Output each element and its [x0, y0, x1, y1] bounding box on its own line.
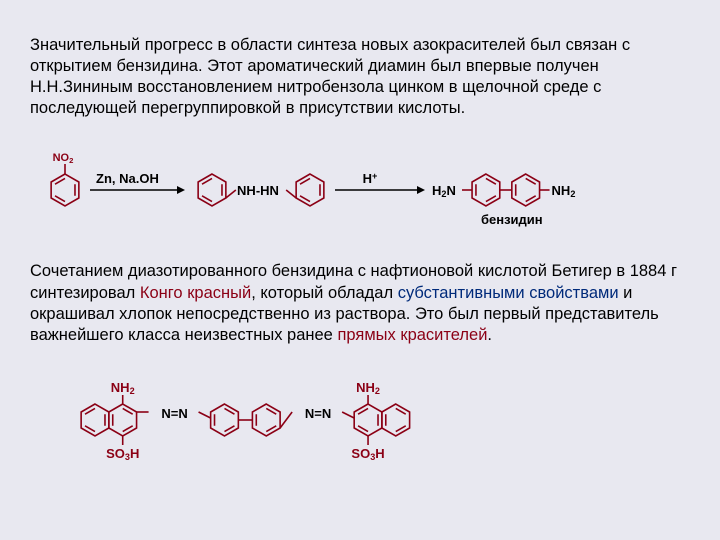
paragraph-2: Сочетанием диазотированного бензидина с …	[30, 261, 690, 345]
svg-text:NH2: NH2	[111, 380, 135, 396]
svg-text:H2N: H2N	[432, 183, 456, 199]
structure-congo-red: NH2 SO3H N=N N=N NH2 SO3H	[30, 358, 650, 483]
svg-text:SO3H: SO3H	[351, 446, 384, 462]
svg-text:NH2: NH2	[356, 380, 380, 396]
svg-text:NH2: NH2	[552, 183, 576, 199]
text: , который обладал	[251, 284, 397, 302]
term-substantive: субстантивными свойствами	[398, 284, 619, 302]
paragraph-1: Значительный прогресс в области синтеза …	[30, 35, 690, 119]
svg-text:NH-HN: NH-HN	[237, 183, 279, 198]
text: .	[487, 326, 492, 344]
svg-text:H+: H+	[363, 171, 378, 186]
svg-text:бензидин: бензидин	[481, 212, 543, 227]
term-kongo-red: Конго красный	[140, 284, 251, 302]
svg-text:SO3H: SO3H	[106, 446, 139, 462]
svg-text:Zn, Na.OH: Zn, Na.OH	[96, 171, 159, 186]
term-direct-dyes: прямых красителей	[337, 326, 487, 344]
svg-text:N=N: N=N	[305, 406, 331, 421]
reaction-scheme-1: NO2 Zn, Na.OH NH-HN H+ H2N NH2 бензидин	[30, 135, 670, 230]
svg-text:N=N: N=N	[161, 406, 187, 421]
svg-text:NO2: NO2	[53, 152, 74, 165]
